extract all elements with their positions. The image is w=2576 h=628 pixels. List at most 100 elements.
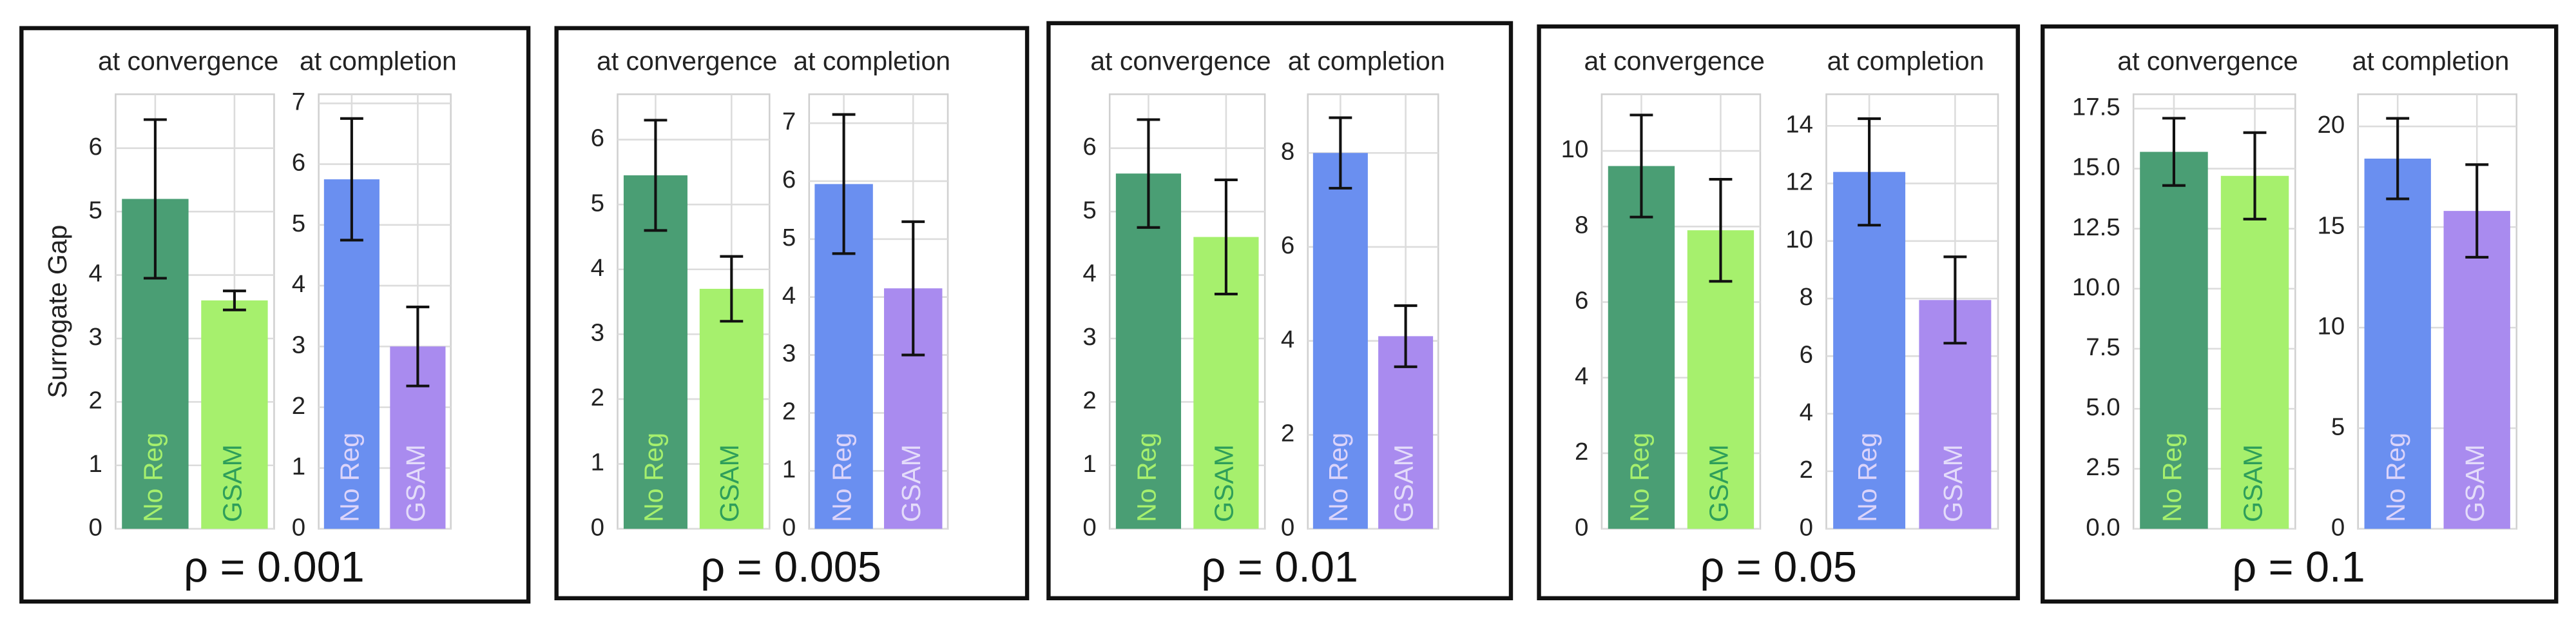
y-tick-label: 20 (2317, 111, 2345, 139)
category-label: No Reg (639, 433, 668, 522)
category-label: GSAM (401, 444, 430, 522)
subplot-title: at convergence (1584, 46, 1765, 75)
y-tick-label: 10 (1561, 135, 1589, 163)
y-tick-label: 4 (591, 254, 604, 282)
category-label: No Reg (1323, 433, 1353, 522)
y-tick-label: 4 (1082, 260, 1096, 288)
y-tick-label: 8 (1800, 283, 1813, 311)
y-tick-label: 0 (2331, 513, 2345, 541)
category-label: GSAM (715, 444, 744, 522)
panel-frame (19, 26, 531, 604)
y-tick-label: 4 (1800, 398, 1813, 426)
y-tick-label: 2 (292, 392, 305, 420)
y-tick-label: 4 (89, 260, 102, 288)
panel-caption: ρ = 0.05 (1700, 544, 1857, 591)
y-tick-label: 2 (1082, 387, 1096, 415)
y-tick-label: 6 (89, 133, 102, 161)
y-tick-label: 7 (292, 88, 305, 115)
category-label: GSAM (1704, 444, 1733, 522)
category-label: No Reg (827, 433, 856, 522)
y-tick-label: 3 (782, 340, 796, 368)
y-tick-label: 4 (782, 282, 796, 309)
y-tick-label: 5 (782, 224, 796, 251)
category-label: No Reg (2381, 433, 2410, 522)
category-label: No Reg (335, 433, 365, 522)
bar (1608, 166, 1675, 529)
y-tick-label: 2 (782, 398, 796, 426)
category-label: GSAM (896, 444, 926, 522)
y-tick-label: 6 (292, 149, 305, 177)
panel-frame (554, 26, 1030, 601)
y-tick-label: 0 (1281, 513, 1294, 541)
y-tick-label: 6 (591, 124, 604, 152)
category-label: GSAM (1209, 444, 1239, 522)
bar (2443, 211, 2510, 529)
bar (1833, 172, 1906, 529)
subplot-title: at convergence (98, 46, 278, 75)
y-tick-label: 0 (292, 513, 305, 541)
y-axis-label: Surrogate Gap (43, 225, 72, 398)
bar (201, 300, 268, 529)
y-tick-label: 1 (1082, 450, 1096, 478)
y-tick-label: 2 (1281, 420, 1294, 447)
y-tick-label: 5 (1082, 196, 1096, 224)
y-tick-label: 3 (1082, 323, 1096, 351)
bar (1312, 153, 1368, 529)
y-tick-label: 10 (1785, 226, 1813, 253)
y-tick-label: 5 (89, 196, 102, 224)
subplot-title: at completion (1288, 46, 1445, 75)
y-tick-label: 4 (1575, 362, 1588, 390)
y-tick-label: 0 (1800, 513, 1813, 541)
y-tick-label: 5.0 (2086, 393, 2120, 421)
y-tick-label: 0 (591, 513, 604, 541)
y-tick-label: 6 (1281, 231, 1294, 259)
subplot-title: at convergence (597, 46, 777, 75)
panel-caption: ρ = 0.1 (2232, 544, 2365, 591)
subplot-title: at completion (1827, 46, 1985, 75)
y-tick-label: 0 (1082, 513, 1096, 541)
panel-caption: ρ = 0.001 (184, 544, 365, 591)
category-label: No Reg (1131, 433, 1161, 522)
y-tick-label: 2.5 (2086, 453, 2120, 481)
category-label: GSAM (2238, 444, 2267, 522)
panel-caption: ρ = 0.005 (700, 544, 881, 591)
subplot-title: at completion (793, 46, 950, 75)
category-label: No Reg (2157, 433, 2187, 522)
y-tick-label: 3 (591, 319, 604, 347)
y-tick-label: 8 (1281, 137, 1294, 165)
y-tick-label: 1 (591, 449, 604, 476)
y-tick-label: 6 (1800, 340, 1813, 368)
y-tick-label: 10 (2317, 312, 2345, 340)
bar (2140, 152, 2208, 529)
y-tick-label: 8 (1575, 211, 1588, 239)
category-label: GSAM (2460, 444, 2490, 522)
y-tick-label: 14 (1785, 110, 1813, 138)
y-tick-label: 3 (292, 331, 305, 359)
category-label: GSAM (218, 444, 247, 522)
subplot-title: at convergence (1090, 46, 1271, 75)
category-label: No Reg (1624, 433, 1654, 522)
y-tick-label: 2 (1800, 456, 1813, 484)
panel-frame (2041, 24, 2559, 604)
y-tick-label: 7.5 (2086, 333, 2120, 361)
category-label: No Reg (139, 433, 168, 522)
y-tick-label: 0 (1575, 513, 1588, 541)
y-tick-label: 3 (89, 323, 102, 351)
y-tick-label: 1 (89, 450, 102, 478)
y-tick-label: 1 (292, 453, 305, 480)
y-tick-label: 15 (2317, 211, 2345, 239)
y-tick-label: 0.0 (2086, 513, 2120, 541)
panel-frame (1537, 24, 2020, 601)
y-tick-label: 2 (89, 387, 102, 415)
y-tick-label: 5 (292, 210, 305, 237)
category-label: GSAM (1389, 444, 1418, 522)
y-tick-label: 6 (1575, 287, 1588, 315)
bar (2220, 175, 2289, 529)
y-tick-label: 6 (782, 166, 796, 193)
y-tick-label: 2 (1575, 438, 1588, 466)
bar (1378, 336, 1434, 529)
y-tick-label: 0 (782, 513, 796, 541)
y-tick-label: 17.5 (2072, 93, 2120, 121)
y-tick-label: 10.0 (2072, 273, 2120, 301)
